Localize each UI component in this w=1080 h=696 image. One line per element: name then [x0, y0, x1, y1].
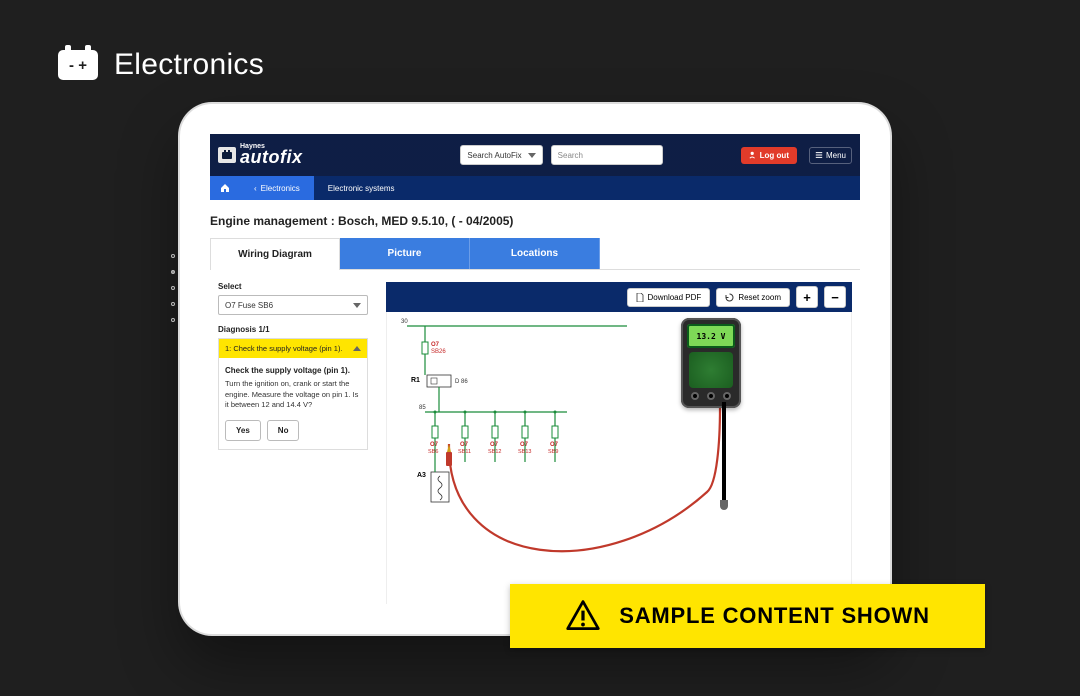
search-scope-label: Search AutoFix — [467, 151, 521, 160]
tabs: Wiring Diagram Picture Locations — [210, 238, 860, 270]
chevron-down-icon — [528, 153, 536, 158]
logout-button[interactable]: Log out — [741, 147, 797, 164]
logout-icon — [749, 151, 757, 159]
probe-black-lead — [722, 402, 726, 502]
tab-locations[interactable]: Locations — [470, 238, 600, 269]
svg-text:SB11: SB11 — [458, 449, 471, 455]
svg-text:SB13: SB13 — [518, 449, 531, 455]
svg-text:O7: O7 — [430, 442, 439, 448]
select-value: O7 Fuse SB6 — [225, 301, 273, 310]
svg-text:A3: A3 — [417, 472, 426, 479]
page-title: Engine management : Bosch, MED 9.5.10, (… — [210, 200, 860, 238]
tab-picture[interactable]: Picture — [340, 238, 470, 269]
category-title: Electronics — [114, 48, 264, 82]
breadcrumb-back[interactable]: ‹ Electronics — [240, 176, 314, 200]
svg-text:SB26: SB26 — [431, 349, 446, 355]
no-button[interactable]: No — [267, 420, 300, 441]
multimeter-ports — [687, 392, 735, 404]
chevron-down-icon — [353, 303, 361, 308]
search-input[interactable]: Search — [551, 145, 663, 165]
component-select[interactable]: O7 Fuse SB6 — [218, 295, 368, 315]
chevron-up-icon — [353, 346, 361, 351]
svg-text:85: 85 — [419, 405, 426, 411]
brand-main-text: autofix — [240, 150, 303, 165]
zoom-out-button[interactable]: − — [824, 286, 846, 308]
diagnosis-step-label: 1: Check the supply voltage (pin 1). — [225, 344, 343, 353]
diagnosis-sidebar: Select O7 Fuse SB6 Diagnosis 1/1 1: Chec… — [218, 282, 368, 604]
tab-wiring-diagram[interactable]: Wiring Diagram — [210, 238, 340, 270]
main-area: Select O7 Fuse SB6 Diagnosis 1/1 1: Chec… — [210, 270, 860, 604]
probe-black-tip — [720, 500, 728, 510]
search-placeholder: Search — [558, 151, 583, 160]
chevron-left-icon: ‹ — [254, 184, 257, 193]
diagnosis-step-header[interactable]: 1: Check the supply voltage (pin 1). — [219, 339, 367, 358]
download-label: Download PDF — [648, 293, 702, 302]
brand[interactable]: Haynes autofix — [218, 144, 303, 165]
diagnosis-body: Check the supply voltage (pin 1). Turn t… — [219, 358, 367, 448]
menu-label: Menu — [826, 151, 846, 160]
breadcrumb-current: Electronic systems — [314, 176, 409, 200]
sample-banner-text: SAMPLE CONTENT SHOWN — [619, 603, 930, 629]
reset-zoom-button[interactable]: Reset zoom — [716, 288, 790, 307]
download-icon — [636, 293, 644, 302]
app-header: Haynes autofix Search AutoFix Search Log… — [210, 134, 860, 176]
breadcrumb-back-label: Electronics — [261, 184, 300, 193]
svg-text:R1: R1 — [411, 377, 420, 384]
diagnosis-card: 1: Check the supply voltage (pin 1). Che… — [218, 338, 368, 450]
svg-text:O7: O7 — [431, 342, 440, 348]
tablet-side-dots — [171, 254, 175, 322]
menu-button[interactable]: Menu — [809, 147, 852, 164]
tablet-frame: Haynes autofix Search AutoFix Search Log… — [180, 104, 890, 634]
svg-text:D 86: D 86 — [455, 379, 468, 385]
battery-glyph: - + — [69, 57, 87, 74]
svg-text:O7: O7 — [550, 442, 559, 448]
svg-text:SB9: SB9 — [548, 449, 558, 455]
breadcrumb-home[interactable] — [210, 176, 240, 200]
app-screen: Haynes autofix Search AutoFix Search Log… — [210, 134, 860, 604]
breadcrumb-current-label: Electronic systems — [328, 184, 395, 193]
diagnosis-title: Diagnosis 1/1 — [218, 325, 368, 334]
select-label: Select — [218, 282, 368, 291]
multimeter-dial — [689, 352, 733, 388]
breadcrumb-bar: ‹ Electronics Electronic systems — [210, 176, 860, 200]
brand-logo-icon — [218, 147, 236, 163]
multimeter: 13.2 V — [681, 318, 741, 408]
download-pdf-button[interactable]: Download PDF — [627, 288, 711, 307]
diagram-viewer: Download PDF Reset zoom + − 30O7SB26R1D … — [386, 282, 852, 604]
battery-icon: - + — [58, 50, 98, 80]
svg-text:30: 30 — [401, 319, 408, 325]
hamburger-icon — [815, 151, 823, 159]
svg-text:O7: O7 — [490, 442, 499, 448]
category-header: - + Electronics — [58, 48, 264, 82]
reset-label: Reset zoom — [738, 293, 781, 302]
diagnosis-body-title: Check the supply voltage (pin 1). — [225, 366, 361, 375]
multimeter-reading: 13.2 V — [687, 324, 735, 348]
sample-content-banner: SAMPLE CONTENT SHOWN — [510, 584, 985, 648]
logout-label: Log out — [760, 151, 789, 160]
reset-icon — [725, 293, 734, 302]
viewer-toolbar: Download PDF Reset zoom + − — [386, 282, 852, 312]
yes-button[interactable]: Yes — [225, 420, 261, 441]
svg-text:SB12: SB12 — [488, 449, 501, 455]
svg-text:O7: O7 — [520, 442, 529, 448]
wiring-diagram-svg: 30O7SB26R1D 8685O7SB6O7SB11O7SB12O7SB13O… — [387, 312, 827, 592]
diagram-canvas[interactable]: 30O7SB26R1D 8685O7SB6O7SB11O7SB12O7SB13O… — [386, 312, 852, 604]
svg-text:O7: O7 — [460, 442, 469, 448]
search-scope-select[interactable]: Search AutoFix — [460, 145, 542, 165]
svg-text:SB6: SB6 — [428, 449, 438, 455]
warning-icon — [565, 598, 601, 634]
diagnosis-body-text: Turn the ignition on, crank or start the… — [225, 379, 361, 409]
zoom-in-button[interactable]: + — [796, 286, 818, 308]
home-icon — [220, 183, 230, 193]
